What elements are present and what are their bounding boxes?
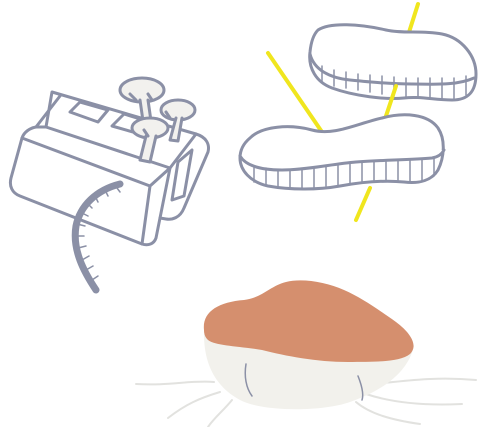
- grow-block-front-ridge: [20, 136, 172, 246]
- root-strand: [365, 393, 463, 406]
- mushroom-glaze-top: [203, 280, 414, 362]
- grow-block-side-slot: [170, 148, 194, 202]
- steak-slice-front-texture: [253, 157, 435, 190]
- mushroom-cluster: [118, 76, 197, 164]
- root-strand: [167, 391, 221, 419]
- mushroom-stem: [138, 134, 158, 164]
- skewer-stick: [266, 51, 324, 134]
- mushroom-cap: [118, 76, 166, 104]
- mushroom-cup-shadow-line: [244, 363, 364, 401]
- root-strand: [355, 401, 421, 425]
- grow-block-window-left: [68, 100, 110, 124]
- mushroom-gills: [128, 92, 172, 138]
- mushroom-cap: [159, 98, 197, 122]
- mushroom-stem: [168, 116, 184, 143]
- steak-slice-front-edge: [238, 148, 446, 172]
- root-strand: [135, 380, 215, 386]
- skewer-tip: [354, 186, 372, 222]
- steak-slice-back-edge: [308, 52, 476, 86]
- grow-block-rope: [71, 180, 124, 294]
- glazed-mushroom-cup-illustration: [135, 280, 477, 427]
- mushroom-grow-block-illustration: [8, 76, 210, 294]
- mushroom-steak-skewer-illustration: [238, 2, 478, 222]
- root-strand: [207, 399, 233, 427]
- grow-block-rope-twist: [75, 183, 121, 281]
- mushroom-cap: [130, 116, 170, 140]
- steak-slice-back-texture: [321, 65, 467, 100]
